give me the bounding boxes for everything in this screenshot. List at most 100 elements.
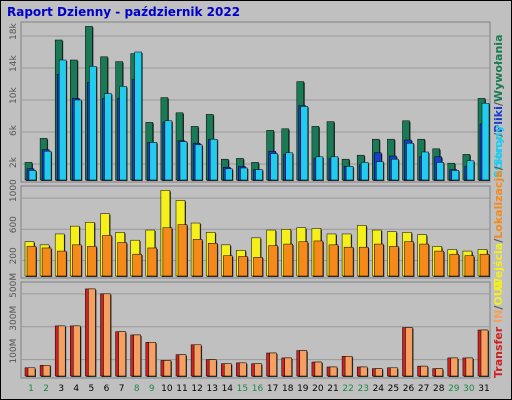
bar-transfer-in <box>118 331 126 377</box>
bar-transfer-in <box>359 366 368 377</box>
bar-transfer-in <box>148 342 157 377</box>
bar-transfer-in <box>299 350 308 377</box>
bar-transfer-in <box>73 325 81 377</box>
bar-lokalizacje <box>283 243 293 277</box>
legend-out: OUT <box>492 279 505 305</box>
bar-strony <box>360 162 369 181</box>
bar-transfer-in <box>178 354 187 377</box>
x-tick-label: 27 <box>418 384 429 394</box>
legend-bottom: Transfer IN/OUT <box>492 279 505 378</box>
legend-in: IN <box>492 310 505 323</box>
x-tick-label: 11 <box>176 384 187 394</box>
legend-wejscia: Wejścia <box>492 243 505 290</box>
x-tick-label: 13 <box>206 384 217 394</box>
bar-lokalizacje <box>72 244 82 277</box>
bar-transfer-in <box>390 367 398 377</box>
bar-transfer-in <box>314 361 323 377</box>
x-tick-label: 8 <box>134 384 140 394</box>
bar-strony <box>119 86 127 181</box>
bar-strony <box>43 150 52 181</box>
bar-lokalizacje <box>117 242 127 277</box>
bar-lokalizacje <box>177 224 188 277</box>
bar-transfer-in <box>193 344 202 377</box>
legend-middle: Wejścia/Lokalizacje/Strony <box>492 125 505 290</box>
y-tick-label: 600 <box>9 216 19 233</box>
bar-transfer-in <box>208 359 217 377</box>
bar-strony <box>179 141 188 181</box>
bar-transfer-in <box>284 357 292 377</box>
x-tick-label: 20 <box>312 384 324 394</box>
x-tick-label: 9 <box>149 384 155 394</box>
x-tick-label: 26 <box>403 384 415 394</box>
bar-strony <box>436 162 444 181</box>
bar-transfer-in <box>450 357 459 377</box>
y-tick-label: 18k <box>9 23 19 40</box>
bar-lokalizacje <box>56 250 67 277</box>
x-tick-label: 1 <box>28 384 34 394</box>
bar-lokalizacje <box>132 253 142 277</box>
bar-transfer-in <box>435 368 443 377</box>
bar-transfer-in <box>103 293 111 377</box>
chart-marks <box>24 26 490 377</box>
bar-lokalizacje <box>162 227 173 277</box>
y-tick-label: 100M <box>9 339 19 364</box>
y-tick-label: 14k <box>9 55 19 72</box>
x-tick-label: 14 <box>222 384 234 394</box>
bar-lokalizacje <box>87 246 97 277</box>
x-tick-label: 2 <box>43 384 49 394</box>
x-tick-label: 6 <box>104 384 110 394</box>
bar-strony <box>134 51 142 181</box>
legend-transfer: Transfer <box>492 326 505 378</box>
bar-strony <box>89 66 97 181</box>
bar-strony <box>285 152 293 181</box>
x-tick-label: 15 <box>237 384 248 394</box>
x-tick-labels: 1 2 3 4 5 6 7 8 9 10 11 12 13 14 15 16 17 18 19 20 21 22 23 24 2… <box>28 384 490 394</box>
x-tick-label: 17 <box>267 384 278 394</box>
bar-lokalizacje <box>358 246 369 277</box>
bar-strony <box>270 153 278 181</box>
x-tick-label: 7 <box>119 384 125 394</box>
y-tick-label: 10k <box>9 87 19 104</box>
bar-lokalizacje <box>434 250 444 277</box>
bar-lokalizacje <box>328 244 339 277</box>
bar-lokalizacje <box>298 241 309 277</box>
x-tick-label: 19 <box>297 384 309 394</box>
bar-transfer-in <box>163 360 172 377</box>
bar-transfer-in <box>269 352 277 377</box>
bar-lokalizacje <box>192 239 203 277</box>
bar-transfer-in <box>405 327 413 377</box>
y-tick-labels: 2k 6k 10k 14k 18k 200 600 1000 100M 300M 500M <box>9 23 19 364</box>
bar-transfer-in <box>329 366 338 377</box>
bar-strony <box>466 160 475 181</box>
bar-strony <box>330 156 339 181</box>
bar-strony <box>104 93 112 181</box>
legend-top: Strony/Pliki/Wywołania <box>492 35 505 179</box>
x-tick-label: 28 <box>433 384 445 394</box>
legend-strony-2: Strony <box>492 125 505 166</box>
bar-strony <box>225 168 233 181</box>
legend-strony: Strony <box>492 137 505 178</box>
x-tick-label: 5 <box>89 384 95 394</box>
bar-strony <box>406 142 414 181</box>
bar-lokalizacje <box>449 253 460 277</box>
bar-strony <box>209 138 218 181</box>
bar-strony <box>315 156 324 181</box>
bar-lokalizacje <box>223 255 233 277</box>
bar-strony <box>74 99 82 181</box>
x-tick-label: 21 <box>327 384 338 394</box>
y-tick-label: 300M <box>9 306 19 331</box>
bar-strony <box>149 142 158 181</box>
bar-lokalizacje <box>268 245 278 277</box>
page-title: Raport Dzienny - październik 2022 <box>7 5 241 19</box>
bar-lokalizacje <box>404 241 414 277</box>
bar-strony <box>451 170 460 181</box>
x-tick-label: 3 <box>58 384 64 394</box>
bar-lokalizacje <box>479 253 490 277</box>
bar-lokalizacje <box>147 247 158 277</box>
bar-transfer-in <box>57 325 66 377</box>
bar-transfer-in <box>254 363 262 377</box>
legend-pliki: Pliki <box>492 106 505 133</box>
bar-strony <box>240 167 248 181</box>
x-tick-label: 4 <box>73 384 79 394</box>
